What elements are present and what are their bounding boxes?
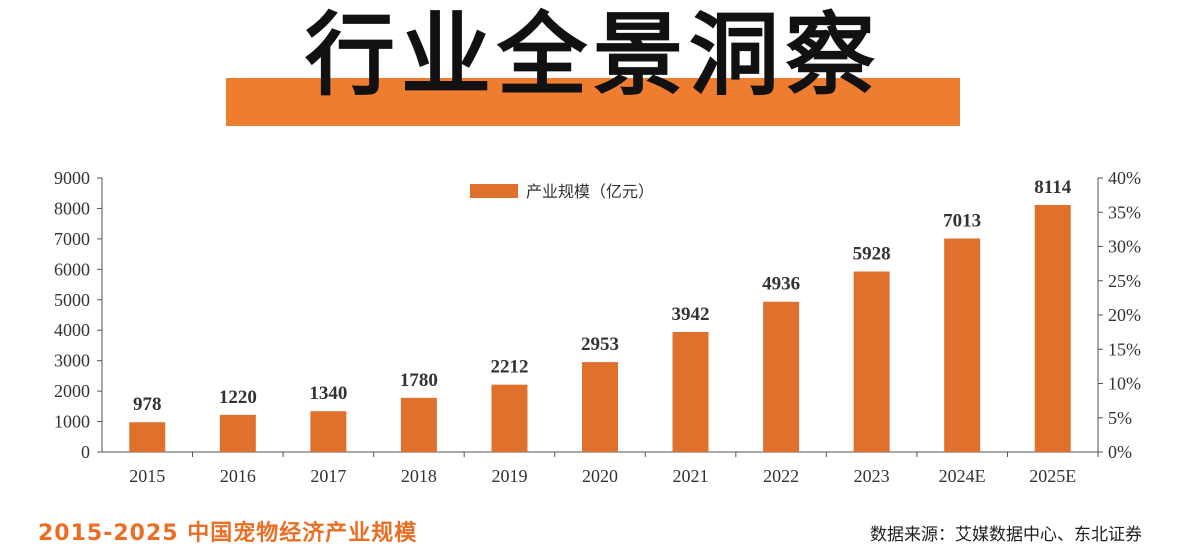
bar bbox=[310, 411, 347, 452]
y2-tick-label: 30% bbox=[1108, 237, 1141, 257]
y-tick-label: 0 bbox=[81, 442, 90, 462]
chart-caption: 2015-2025 中国宠物经济产业规模 bbox=[38, 521, 418, 546]
bar-value-label: 8114 bbox=[1034, 177, 1071, 198]
y2-tick-label: 0% bbox=[1108, 442, 1132, 462]
y2-tick-label: 15% bbox=[1108, 339, 1141, 359]
bar-value-label: 1220 bbox=[219, 387, 257, 408]
bar-value-label: 978 bbox=[133, 394, 162, 415]
bar-value-label: 1780 bbox=[400, 370, 438, 391]
title-highlight-bar bbox=[226, 78, 960, 126]
y-tick-label: 2000 bbox=[54, 381, 90, 401]
y-tick-label: 1000 bbox=[54, 412, 90, 432]
y2-tick-label: 10% bbox=[1108, 374, 1141, 394]
y-tick-label: 9000 bbox=[54, 168, 90, 188]
data-source: 数据来源：艾媒数据中心、东北证券 bbox=[870, 525, 1142, 545]
bar-value-label: 2212 bbox=[490, 357, 528, 378]
page-title: 行业全景洞察 bbox=[305, 3, 881, 108]
legend-label: 产业规模（亿元） bbox=[526, 182, 654, 201]
bar-value-label: 2953 bbox=[581, 334, 619, 355]
y2-tick-label: 35% bbox=[1108, 202, 1141, 222]
bar bbox=[129, 422, 166, 452]
bar-value-label: 7013 bbox=[943, 210, 981, 231]
y2-tick-label: 40% bbox=[1108, 168, 1141, 188]
bar-value-label: 5928 bbox=[853, 244, 891, 265]
chart-axes: 0 1000 2000 3000 4000 5000 6000 7000 8000 9000 0% 5… bbox=[54, 168, 1141, 462]
bar bbox=[672, 331, 709, 452]
x-tick-label: 2024E bbox=[939, 466, 986, 486]
chart-labels: 978 2015 1220 2016 1340 2017 1780 2018 2212 2019 2… bbox=[129, 177, 1076, 486]
x-tick-label: 2018 bbox=[401, 466, 437, 486]
y2-tick-label: 25% bbox=[1108, 271, 1141, 291]
x-tick-label: 2015 bbox=[129, 466, 165, 486]
y2-tick-label: 20% bbox=[1108, 305, 1141, 325]
x-tick-label: 2019 bbox=[491, 466, 527, 486]
bar bbox=[853, 271, 890, 452]
bar bbox=[400, 397, 437, 452]
y-tick-label: 5000 bbox=[54, 290, 90, 310]
bar bbox=[219, 414, 256, 452]
y-tick-label: 6000 bbox=[54, 259, 90, 279]
y-tick-label: 8000 bbox=[54, 198, 90, 218]
y2-tick-label: 5% bbox=[1108, 408, 1132, 428]
chart-bars bbox=[129, 204, 1071, 452]
x-tick-label: 2022 bbox=[763, 466, 799, 486]
bar bbox=[944, 238, 981, 452]
x-tick-label: 2021 bbox=[673, 466, 709, 486]
x-tick-label: 2023 bbox=[854, 466, 890, 486]
bar-value-label: 4936 bbox=[762, 274, 800, 295]
bar-chart: 0 1000 2000 3000 4000 5000 6000 7000 8000 9000 0% 5… bbox=[54, 168, 1141, 486]
bar bbox=[763, 301, 800, 452]
x-tick-label: 2017 bbox=[310, 466, 346, 486]
legend-swatch bbox=[470, 184, 518, 198]
y-tick-label: 7000 bbox=[54, 229, 90, 249]
x-tick-label: 2016 bbox=[220, 466, 256, 486]
x-tick-label: 2025E bbox=[1029, 466, 1076, 486]
bar bbox=[1034, 204, 1071, 452]
x-tick-label: 2020 bbox=[582, 466, 618, 486]
y-tick-label: 4000 bbox=[54, 320, 90, 340]
y-tick-label: 3000 bbox=[54, 351, 90, 371]
bar-value-label: 3942 bbox=[672, 304, 710, 325]
chart-legend: 产业规模（亿元） bbox=[470, 182, 654, 201]
bar bbox=[491, 384, 528, 452]
bar-value-label: 1340 bbox=[309, 383, 347, 404]
bar bbox=[582, 362, 618, 452]
